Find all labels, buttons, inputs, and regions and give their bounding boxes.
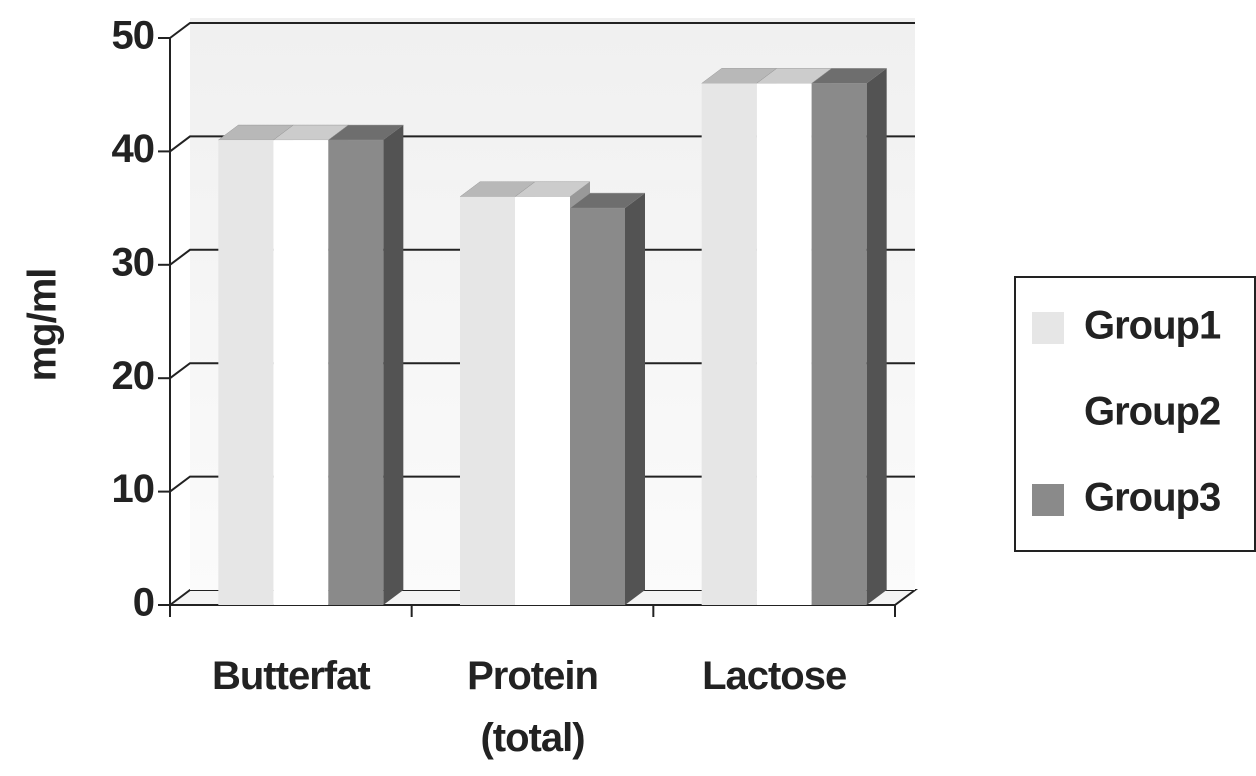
x-tick-label: Butterfat [211,654,371,698]
bar-side [625,193,645,605]
legend-label: Group2 [1084,390,1220,434]
y-tick-label: 50 [112,14,155,58]
y-tick-label: 20 [112,354,155,398]
legend-swatch [1032,312,1064,344]
legend-swatch [1032,398,1064,430]
bar-front [460,196,515,605]
legend-swatch [1032,484,1064,516]
bar [327,124,405,605]
legend-label: Group3 [1084,476,1220,520]
y-tick-label: 0 [133,581,154,625]
grid-line [169,248,915,266]
legend-label: Group1 [1084,304,1221,348]
bar [569,192,646,605]
bar-front [218,140,274,605]
bar-front [701,83,757,606]
bar-front [273,140,329,605]
bar-front [811,83,867,606]
bar-side [383,125,404,605]
y-tick-label: 40 [112,127,155,171]
y-tick-label: 30 [112,240,155,284]
bar-front [570,208,625,605]
grid-line [169,22,915,39]
bar-front [515,196,570,605]
grid-line [169,135,915,153]
y-axis-label: mg/ml [21,269,65,382]
x-tick-label: Lactose [702,654,847,698]
bar-front [756,83,812,606]
y-tick-label: 10 [112,467,155,511]
x-tick-label: Protein (total) [467,654,599,760]
grid-line [169,475,915,493]
bar [810,68,888,606]
grid-line [169,362,915,380]
bar-front [328,140,384,605]
bar-side [866,68,887,606]
